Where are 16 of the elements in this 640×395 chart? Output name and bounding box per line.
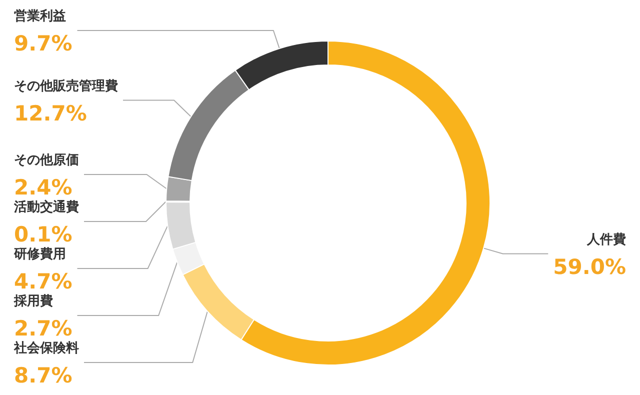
slice-label: 社会保険料 — [13, 340, 79, 355]
data-label: 9.7% — [14, 32, 72, 56]
data-label: 4.7% — [14, 270, 72, 294]
data-label: 12.7% — [14, 101, 87, 126]
data-label: 2.7% — [14, 316, 72, 340]
slice-label: 採用費 — [13, 293, 53, 308]
slice-label: 活動交通費 — [13, 199, 79, 214]
slice-label: 研修費用 — [13, 246, 66, 261]
data-label: 0.1% — [14, 222, 72, 246]
slice-label: その他販売管理費 — [14, 78, 118, 93]
data-label: 8.7% — [14, 364, 72, 388]
data-label: 59.0% — [553, 254, 626, 279]
slice-label: 人件費 — [586, 231, 626, 246]
slice-label: 営業利益 — [14, 8, 66, 23]
slice-label: その他原価 — [14, 152, 79, 167]
data-label: 2.4% — [14, 176, 72, 200]
